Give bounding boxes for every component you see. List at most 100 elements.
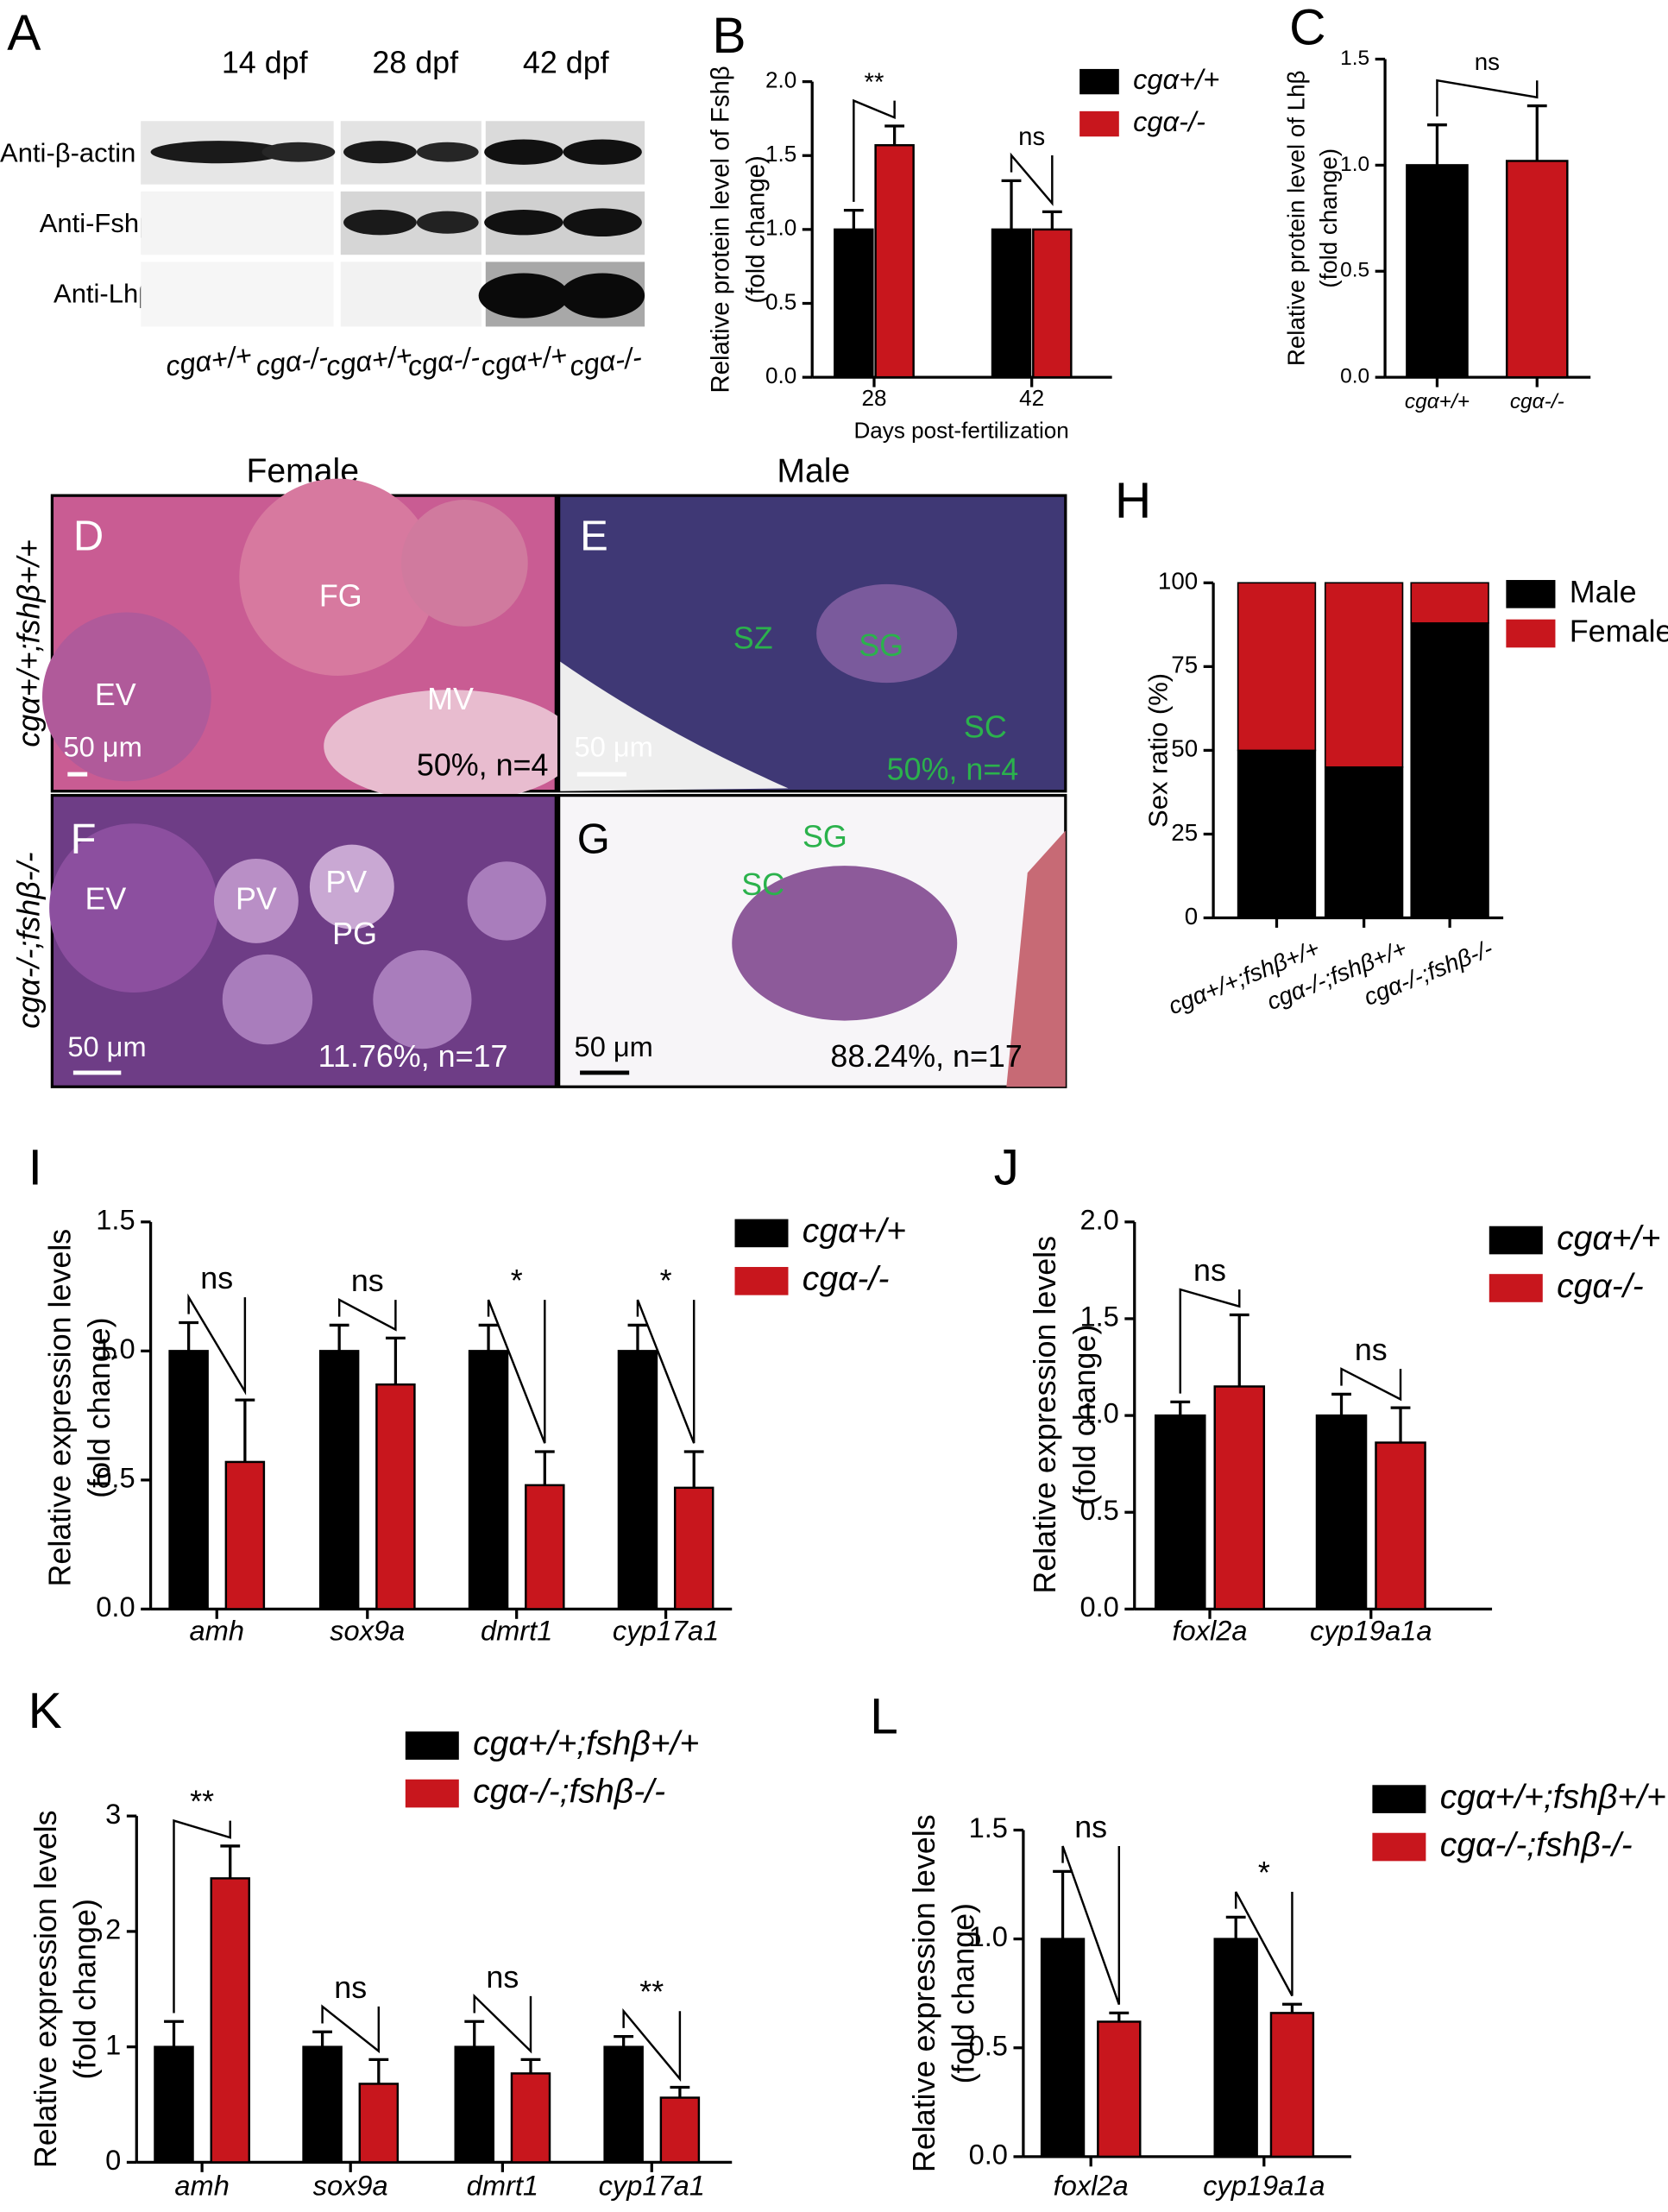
y-tick-label: 75 (1171, 652, 1198, 678)
y-tick-label: 1.0 (96, 1333, 135, 1364)
panel-letter: D (73, 514, 104, 560)
legend-label: cgα-/- (1557, 1268, 1644, 1305)
y-axis-label: (fold change) (82, 1317, 116, 1497)
y-axis-label: Relative expression levels (42, 1229, 77, 1587)
significance-label: ns (200, 1261, 233, 1295)
y-axis-label: (fold change) (1315, 148, 1342, 288)
caption: 11.76%, n=17 (318, 1039, 508, 1074)
bar-segment (1324, 582, 1404, 768)
bar (673, 1486, 714, 1610)
bar (659, 2096, 701, 2164)
significance-bracket (1234, 1891, 1293, 1997)
row-label: cgα+/+;fshβ+/+ (11, 539, 46, 747)
legend-label: Female (1570, 614, 1668, 648)
panel-letter: H (1115, 472, 1151, 528)
y-tick-label: 0.0 (969, 2139, 1008, 2171)
significance-label: ns (351, 1264, 384, 1298)
y-tick-label: 1 (105, 2028, 121, 2060)
antibody-label: Anti-Fshβ (40, 208, 154, 238)
significance-label: ns (1475, 48, 1500, 75)
bar (168, 1350, 209, 1610)
significance-label: ns (1355, 1333, 1388, 1367)
significance-bracket (622, 2007, 682, 2083)
y-tick-label: 0.0 (1079, 1591, 1118, 1623)
caption: 50%, n=4 (887, 752, 1019, 786)
scale-bar-label: 50 μm (575, 730, 653, 762)
y-tick-label: 1.0 (1079, 1397, 1118, 1429)
bar (302, 2045, 343, 2164)
y-tick-label: 0.0 (96, 1591, 135, 1623)
bar (358, 2083, 400, 2164)
bar (1040, 1938, 1086, 2158)
bar (375, 1383, 416, 1610)
caption: 88.24%, n=17 (830, 1039, 1022, 1074)
y-axis-label: (fold change) (1067, 1325, 1102, 1505)
bar (1213, 1938, 1258, 2158)
y-tick-label: 0.0 (1340, 365, 1369, 388)
y-tick-label: 2.0 (765, 66, 796, 92)
bar (468, 1350, 509, 1610)
significance-bracket (1179, 1288, 1241, 1394)
timepoint: 28 dpf (372, 46, 459, 80)
y-tick-label: 1.5 (765, 141, 796, 167)
significance-bracket (321, 2004, 381, 2054)
bar (617, 1350, 658, 1610)
panel-letter: E (580, 514, 608, 560)
legend-label: cgα+/+;fshβ+/+ (1440, 1779, 1666, 1816)
cell-label: FG (319, 579, 362, 614)
scale-bar-label: 50 μm (67, 1030, 146, 1062)
y-tick-label: 3 (105, 1798, 121, 1830)
bar-segment (1237, 749, 1317, 919)
column-label: Male (777, 452, 850, 489)
bar (1032, 228, 1073, 379)
x-tick-label: 28 (861, 385, 886, 411)
caption: 50%, n=4 (417, 747, 549, 782)
y-tick-label: 1.0 (765, 215, 796, 241)
y-tick-label: 0.5 (1079, 1494, 1118, 1526)
bar (1269, 2012, 1315, 2158)
significance-bracket (636, 1299, 696, 1444)
bar-segment (1324, 766, 1404, 919)
significance-label: * (1258, 1856, 1270, 1890)
y-tick-label: 1.5 (969, 1812, 1008, 1843)
bar (1154, 1414, 1206, 1610)
legend-label: cgα+/+ (1133, 63, 1219, 95)
y-tick-label: 0.5 (96, 1461, 135, 1493)
legend-swatch (1372, 1832, 1426, 1862)
significance-bracket (1010, 152, 1054, 206)
y-tick-label: 50 (1171, 735, 1198, 762)
significance-label: ns (1074, 1810, 1107, 1844)
legend-swatch (1372, 1785, 1426, 1813)
y-axis-label: Relative expression levels (1028, 1236, 1062, 1594)
cell-label: SG (803, 820, 847, 854)
y-axis-label: (fold change) (946, 1903, 980, 2083)
significance-label: ** (639, 1975, 664, 2009)
significance-bracket (1340, 1367, 1402, 1402)
significance-label: * (660, 1264, 672, 1298)
panel-letter: J (994, 1140, 1019, 1196)
y-tick-label: 1.0 (969, 1920, 1008, 1952)
y-tick-label: 1.0 (1340, 153, 1369, 176)
x-tick-label: cgα+/+ (1405, 390, 1470, 413)
lane-label: cgα+/+ (164, 338, 254, 382)
significance-label: ns (334, 1970, 367, 2005)
legend-swatch (734, 1267, 789, 1295)
y-axis-label: (fold change) (741, 155, 770, 303)
legend-label: cgα-/-;fshβ-/- (473, 1773, 665, 1810)
x-tick-label: cyp17a1 (599, 2169, 705, 2201)
lane-label: cgα-/- (406, 340, 482, 381)
bar (1097, 2020, 1142, 2158)
y-axis-label: Relative protein level of Lhβ (1282, 71, 1309, 367)
x-tick-label: sox9a (313, 2169, 388, 2201)
significance-bracket (173, 1818, 231, 2013)
y-axis-label: Relative expression levels (28, 1810, 63, 2168)
lane-label: cgα-/- (254, 340, 330, 381)
legend-label: Male (1570, 575, 1637, 609)
panel-letter: L (870, 1689, 898, 1745)
panel-letter: B (712, 8, 746, 64)
x-tick-label: sox9a (330, 1615, 405, 1647)
antibody-label: Anti-β-actin (0, 138, 135, 168)
y-tick-label: 1.5 (1340, 47, 1369, 70)
cell-label: EV (95, 677, 136, 712)
panel-letter: I (28, 1140, 42, 1196)
